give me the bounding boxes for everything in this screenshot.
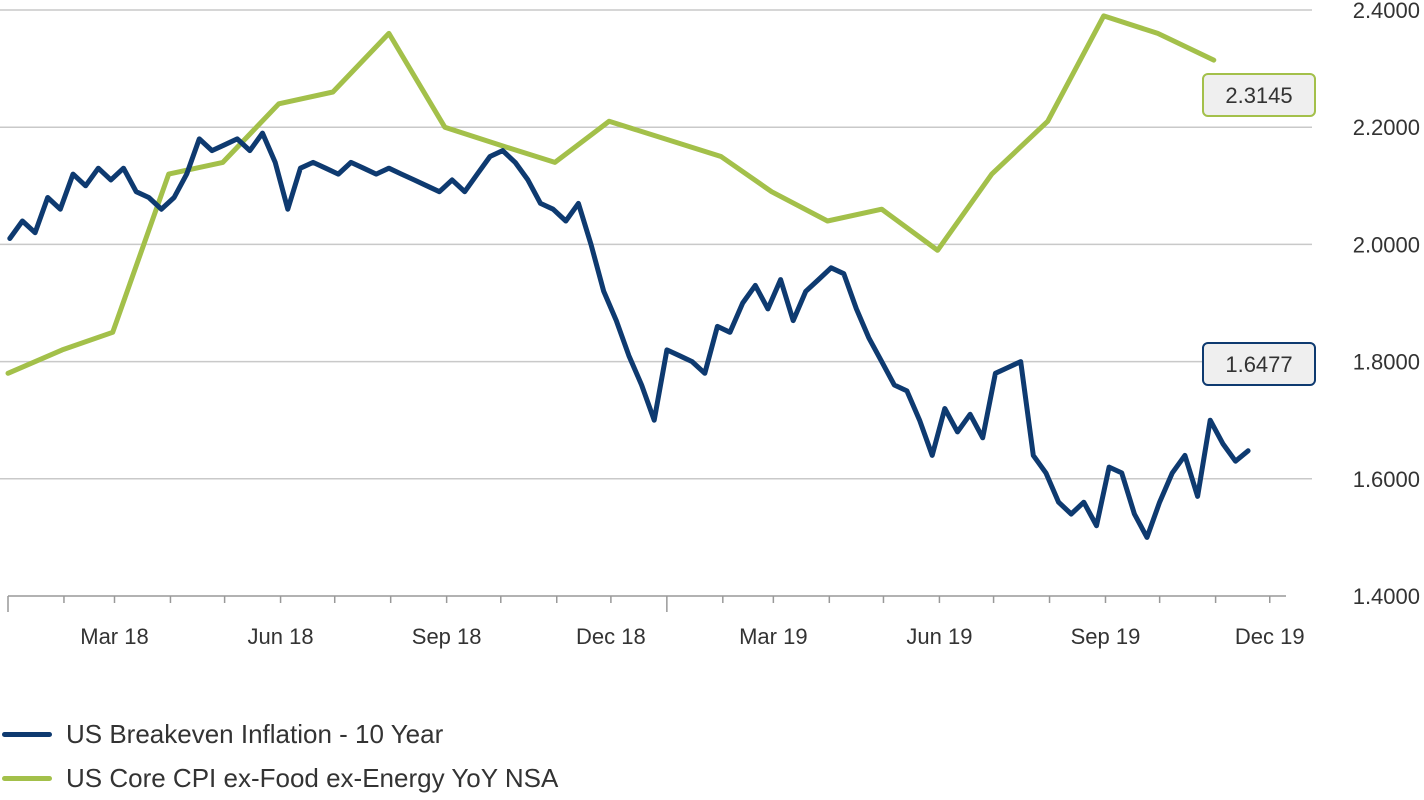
legend-label-core-cpi: US Core CPI ex-Food ex-Energy YoY NSA: [66, 762, 559, 793]
y-tick-label: 1.6000: [1353, 467, 1420, 492]
y-tick-label: 1.8000: [1353, 350, 1420, 375]
legend-swatch-breakeven: [2, 731, 52, 737]
last-value-label-breakeven: 1.6477: [1202, 342, 1316, 386]
x-tick-label: Jun 19: [906, 624, 972, 649]
gridlines: 1.4000 1.6000 1.8000 2.0000 2.2000 2.4000: [0, 0, 1420, 609]
x-tick-label: Dec 18: [576, 624, 646, 649]
legend-item-core-cpi[interactable]: US Core CPI ex-Food ex-Energy YoY NSA: [0, 756, 558, 800]
x-tick-label: Jun 18: [248, 624, 314, 649]
svg-text:2.3145: 2.3145: [1225, 83, 1292, 108]
svg-text:1.6477: 1.6477: [1225, 352, 1292, 377]
last-value-label-core-cpi: 2.3145: [1202, 73, 1316, 117]
series-line-breakeven: [7, 130, 1251, 540]
value-labels: 1.6477 2.3145: [1202, 73, 1316, 386]
y-tick-label: 2.0000: [1353, 232, 1420, 257]
legend-label-breakeven: US Breakeven Inflation - 10 Year: [66, 718, 444, 749]
x-tick-label: Sep 19: [1071, 624, 1141, 649]
series-line-core-cpi: [5, 13, 1217, 376]
legend-item-breakeven[interactable]: US Breakeven Inflation - 10 Year: [0, 712, 558, 756]
x-axis: Mar 18 Jun 18 Sep 18 Dec 18 Mar 19 Jun 19 Sep …: [7, 595, 1305, 649]
series-lines: [5, 13, 1251, 540]
x-tick-label: Sep 18: [412, 624, 482, 649]
y-tick-label: 2.4000: [1353, 0, 1420, 23]
x-tick-label: Mar 18: [80, 624, 148, 649]
legend: US Breakeven Inflation - 10 Year US Core…: [0, 712, 558, 800]
x-tick-label: Mar 19: [739, 624, 807, 649]
x-tick-label: Dec 19: [1235, 624, 1305, 649]
y-tick-label: 1.4000: [1353, 584, 1420, 609]
legend-swatch-core-cpi: [2, 775, 52, 781]
y-tick-label: 2.2000: [1353, 115, 1420, 140]
line-chart: 1.4000 1.6000 1.8000 2.0000 2.2000 2.4000 Mar…: [0, 0, 1420, 649]
